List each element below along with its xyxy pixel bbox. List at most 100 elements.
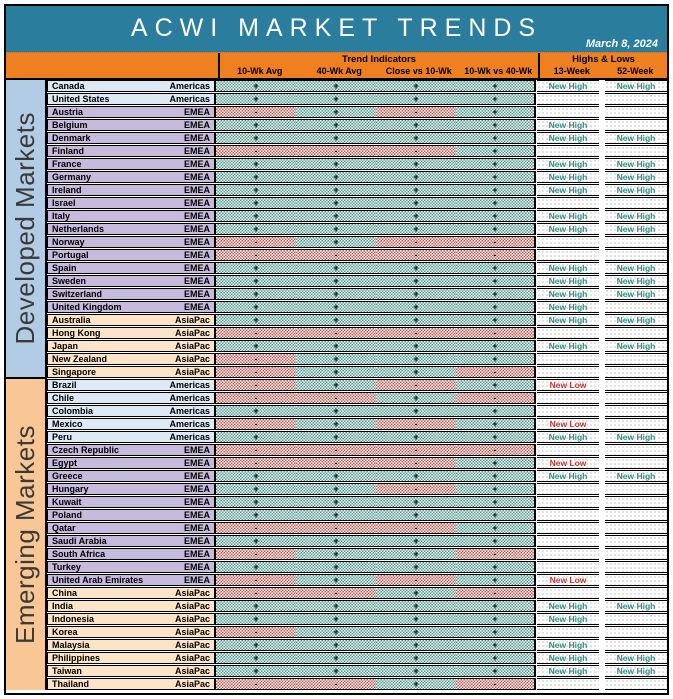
country-cell: Italy EMEA <box>47 210 216 222</box>
signal-cell: + <box>376 496 456 508</box>
week13-cell: New High <box>537 184 599 196</box>
column-gap <box>599 184 605 196</box>
region-label: EMEA <box>183 302 210 312</box>
table-row: Kuwait EMEA + + + + <box>47 496 667 508</box>
signal-cell: + <box>456 626 536 638</box>
country-name: Chile <box>52 393 75 403</box>
week52-cell: New High <box>605 184 667 196</box>
table-row: Saudi Arabia EMEA + + + + <box>47 535 667 547</box>
signal-cell: + <box>296 639 376 651</box>
region-label: AsiaPac <box>174 315 210 325</box>
column-gap <box>599 93 605 105</box>
region-label: AsiaPac <box>174 588 210 598</box>
week13-cell <box>537 392 599 404</box>
column-gap <box>599 132 605 144</box>
signal-cell: + <box>376 405 456 417</box>
region-label: EMEA <box>183 510 210 520</box>
region-label: Americas <box>169 94 210 104</box>
signal-cell: + <box>376 431 456 443</box>
signal-cell: + <box>296 223 376 235</box>
country-name: Australia <box>52 315 91 325</box>
column-gap <box>599 80 605 92</box>
week52-cell: New High <box>605 340 667 352</box>
column-header-40wk-avg: 40-Wk Avg <box>316 66 362 76</box>
table-row: Hungary EMEA + + - + <box>47 483 667 495</box>
table-row: Ireland EMEA + + + + New High New High <box>47 184 667 196</box>
signal-cell: - <box>376 379 456 391</box>
week52-cell <box>605 496 667 508</box>
signal-cell: + <box>216 405 296 417</box>
signal-cell: + <box>216 314 296 326</box>
signal-cell: - <box>216 327 296 339</box>
country-name: Greece <box>52 471 83 481</box>
table-row: Norway EMEA - + - - <box>47 236 667 248</box>
signal-cell: - <box>216 353 296 365</box>
region-label: AsiaPac <box>174 653 210 663</box>
country-cell: Malaysia AsiaPac <box>47 639 216 651</box>
country-cell: Japan AsiaPac <box>47 340 216 352</box>
signal-cell: + <box>456 353 536 365</box>
signal-cell: - <box>216 587 296 599</box>
table-row: Egypt EMEA - - - + New Low <box>47 457 667 469</box>
country-name: Switzerland <box>52 289 103 299</box>
week52-cell <box>605 418 667 430</box>
signal-cell: + <box>376 197 456 209</box>
country-cell: Australia AsiaPac <box>47 314 216 326</box>
signal-cell: + <box>456 340 536 352</box>
table-row: South Africa EMEA - + + - <box>47 548 667 560</box>
week52-cell: New High <box>605 470 667 482</box>
signal-cell: + <box>216 197 296 209</box>
region-label: EMEA <box>183 276 210 286</box>
signal-cell: + <box>456 522 536 534</box>
region-label: Americas <box>169 419 210 429</box>
signal-cell: + <box>376 509 456 521</box>
country-cell: Mexico Americas <box>47 418 216 430</box>
signal-cell: - <box>296 327 376 339</box>
country-name: China <box>52 588 78 598</box>
column-gap <box>599 379 605 391</box>
table-row: Philippines AsiaPac + + + + New High New High <box>47 652 667 664</box>
column-gap <box>599 470 605 482</box>
country-name: Finland <box>52 146 84 156</box>
region-label: EMEA <box>183 536 210 546</box>
region-label: EMEA <box>183 211 210 221</box>
region-label: EMEA <box>183 263 210 273</box>
column-gap <box>599 678 605 690</box>
country-cell: Germany EMEA <box>47 171 216 183</box>
signal-cell: - <box>216 236 296 248</box>
table-row: Belgium EMEA + + + + New High <box>47 119 667 131</box>
signal-cell: + <box>456 379 536 391</box>
country-cell: Hungary EMEA <box>47 483 216 495</box>
country-name: Canada <box>52 81 85 91</box>
country-name: Egypt <box>52 458 78 468</box>
week52-cell <box>605 522 667 534</box>
title-bar: ACWI MARKET TRENDS March 8, 2024 <box>6 6 667 52</box>
signal-cell: + <box>296 340 376 352</box>
country-cell: Egypt EMEA <box>47 457 216 469</box>
country-cell: Switzerland EMEA <box>47 288 216 300</box>
signal-cell: + <box>296 236 376 248</box>
week52-cell <box>605 197 667 209</box>
signal-cell: + <box>376 613 456 625</box>
signal-cell: + <box>296 353 376 365</box>
country-name: Poland <box>52 510 83 520</box>
country-cell: Spain EMEA <box>47 262 216 274</box>
week52-cell <box>605 236 667 248</box>
signal-cell: + <box>376 652 456 664</box>
signal-cell: + <box>456 431 536 443</box>
column-gap <box>599 210 605 222</box>
signal-cell: + <box>456 652 536 664</box>
week52-cell <box>605 119 667 131</box>
signal-cell: + <box>296 496 376 508</box>
region-label: EMEA <box>183 120 210 130</box>
week13-cell: New High <box>537 470 599 482</box>
signal-cell: - <box>376 522 456 534</box>
signal-cell: + <box>216 652 296 664</box>
signal-cell: + <box>456 314 536 326</box>
country-name: Korea <box>52 627 78 637</box>
week13-cell <box>537 197 599 209</box>
table-row: Greece EMEA + + + + New High New High <box>47 470 667 482</box>
region-label: AsiaPac <box>174 601 210 611</box>
region-label: AsiaPac <box>174 614 210 624</box>
table-row: Mexico Americas - + - + New Low <box>47 418 667 430</box>
